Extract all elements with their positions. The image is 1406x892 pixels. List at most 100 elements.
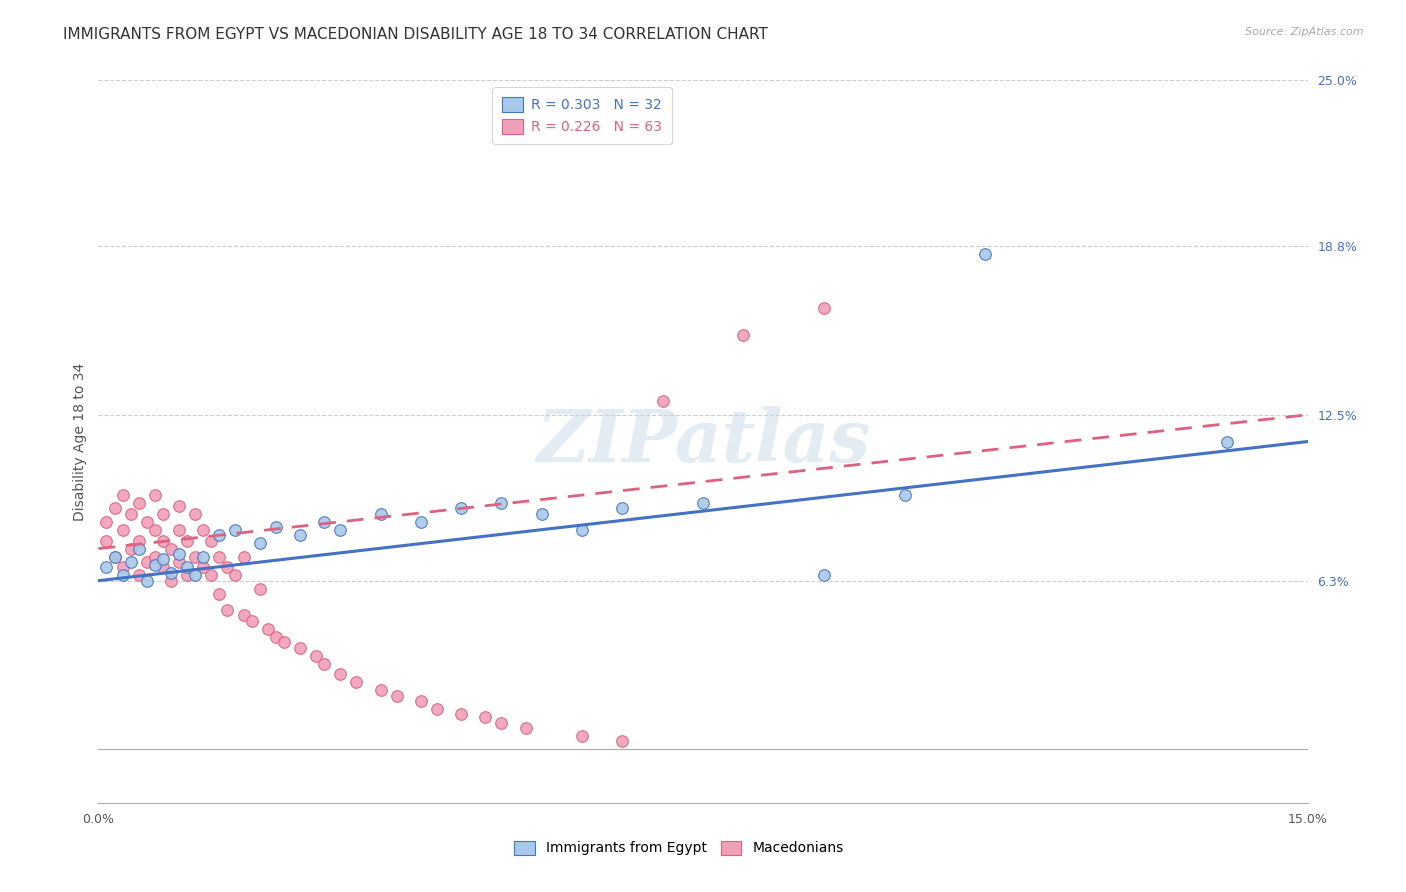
Point [571,523,593,537]
Point [152,560,174,574]
Point [120,555,142,569]
Point [450,501,472,516]
Point [143,488,166,502]
Point [1216,434,1239,449]
Point [571,729,593,743]
Point [135,515,157,529]
Point [152,552,174,566]
Point [176,560,198,574]
Point [160,566,183,580]
Point [240,614,263,628]
Point [813,301,835,315]
Point [135,555,157,569]
Point [120,507,142,521]
Point [385,689,408,703]
Point [329,667,352,681]
Point [515,721,537,735]
Point [249,536,271,550]
Text: ZIPatlas: ZIPatlas [536,406,870,477]
Point [184,507,207,521]
Point [111,560,134,574]
Point [232,549,254,564]
Point [176,533,198,548]
Point [143,549,166,564]
Point [167,499,190,513]
Point [474,710,496,724]
Point [409,694,432,708]
Point [893,488,915,502]
Point [305,648,328,663]
Point [96,533,118,548]
Point [103,549,125,564]
Point [208,549,231,564]
Point [264,520,287,534]
Point [193,549,215,564]
Point [184,549,207,564]
Point [128,541,150,556]
Point [143,558,166,572]
Point [111,568,134,582]
Point [733,327,755,342]
Point [232,608,254,623]
Point [249,582,271,596]
Point [264,630,287,644]
Point [167,555,190,569]
Point [184,568,207,582]
Point [160,574,183,588]
Legend: Immigrants from Egypt, Macedonians: Immigrants from Egypt, Macedonians [508,835,849,861]
Point [692,496,714,510]
Point [224,568,246,582]
Point [160,541,183,556]
Point [651,394,673,409]
Point [152,507,174,521]
Point [426,702,449,716]
Point [135,574,157,588]
Point [224,523,246,537]
Point [128,533,150,548]
Point [612,501,634,516]
Point [200,533,222,548]
Point [288,640,311,655]
Y-axis label: Disability Age 18 to 34: Disability Age 18 to 34 [73,362,87,521]
Point [491,715,513,730]
Point [193,560,215,574]
Point [288,528,311,542]
Point [152,533,174,548]
Point [111,488,134,502]
Point [128,568,150,582]
Point [217,603,239,617]
Point [193,523,215,537]
Point [103,549,125,564]
Text: Source: ZipAtlas.com: Source: ZipAtlas.com [1246,27,1364,37]
Point [344,675,367,690]
Point [409,515,432,529]
Text: IMMIGRANTS FROM EGYPT VS MACEDONIAN DISABILITY AGE 18 TO 34 CORRELATION CHART: IMMIGRANTS FROM EGYPT VS MACEDONIAN DISA… [63,27,768,42]
Point [120,541,142,556]
Point [491,496,513,510]
Point [974,247,997,261]
Point [370,683,392,698]
Point [96,515,118,529]
Point [450,707,472,722]
Point [329,523,352,537]
Point [813,568,835,582]
Point [370,507,392,521]
Point [176,568,198,582]
Point [273,635,295,649]
Point [208,528,231,542]
Point [96,560,118,574]
Point [167,523,190,537]
Point [111,523,134,537]
Point [217,560,239,574]
Point [314,657,336,671]
Point [256,622,278,636]
Point [167,547,190,561]
Point [208,587,231,601]
Point [200,568,222,582]
Point [530,507,553,521]
Point [612,734,634,748]
Point [103,501,125,516]
Point [143,523,166,537]
Point [128,496,150,510]
Point [314,515,336,529]
